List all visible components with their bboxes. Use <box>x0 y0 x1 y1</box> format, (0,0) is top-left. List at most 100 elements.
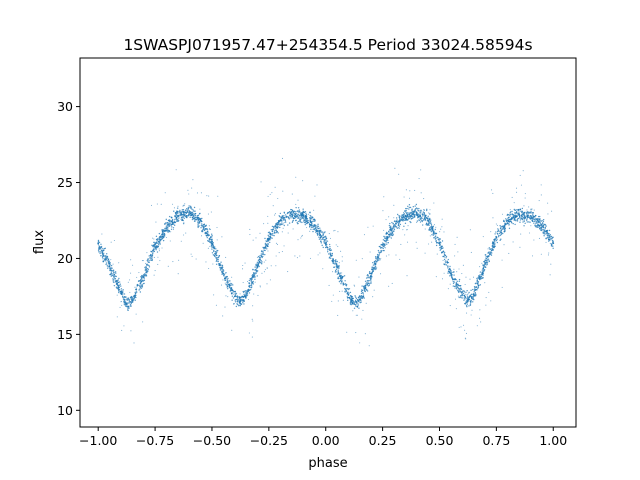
data-point <box>521 207 524 210</box>
outlier-point <box>153 256 155 259</box>
data-point <box>105 263 107 266</box>
outlier-point <box>133 342 135 344</box>
outlier-point <box>119 306 121 308</box>
data-point <box>436 241 439 244</box>
data-point <box>100 245 103 248</box>
data-point <box>323 239 326 241</box>
data-point <box>486 264 488 266</box>
outlier-point <box>518 215 521 217</box>
data-point <box>222 269 225 271</box>
data-point <box>303 221 306 223</box>
data-point <box>154 243 156 245</box>
outlier-point <box>417 215 419 217</box>
curve-point <box>518 213 521 216</box>
data-point <box>544 226 546 229</box>
data-point <box>147 268 150 271</box>
data-point <box>364 290 366 292</box>
outlier-point <box>321 239 323 241</box>
data-point <box>439 249 441 251</box>
data-point <box>362 285 365 288</box>
data-point <box>355 301 358 303</box>
outlier-point <box>157 263 159 266</box>
data-point <box>455 284 457 286</box>
data-point <box>366 273 369 276</box>
data-point <box>414 208 417 210</box>
data-point <box>114 281 117 283</box>
data-point <box>104 260 107 262</box>
data-point <box>512 214 514 216</box>
data-point <box>258 265 260 268</box>
data-point <box>114 275 116 277</box>
data-point <box>166 221 169 224</box>
data-point <box>165 230 168 232</box>
outlier-point <box>157 256 159 258</box>
curve-point <box>233 295 236 298</box>
outlier-point <box>463 324 465 326</box>
data-point <box>517 209 519 211</box>
outlier-point <box>199 208 201 210</box>
data-point <box>374 262 377 265</box>
outlier-point <box>191 255 193 257</box>
data-point <box>117 290 120 292</box>
data-point <box>540 229 543 232</box>
outlier-point <box>501 213 504 215</box>
data-point <box>404 222 407 225</box>
outlier-point <box>429 235 431 237</box>
data-point <box>372 261 374 264</box>
data-point <box>102 248 104 250</box>
data-point <box>391 221 393 224</box>
data-point <box>172 227 175 229</box>
outlier-point <box>545 241 547 243</box>
data-point <box>514 223 516 226</box>
data-point <box>243 299 245 302</box>
data-point <box>220 261 222 263</box>
outlier-point <box>388 254 390 256</box>
outlier-point <box>153 238 155 240</box>
data-point <box>455 278 457 281</box>
data-point <box>151 245 154 247</box>
outlier-point <box>249 233 251 236</box>
data-point <box>548 236 550 239</box>
data-point <box>346 296 349 298</box>
outlier-point <box>329 237 332 239</box>
data-point <box>442 255 444 258</box>
outlier-point <box>386 233 388 235</box>
outlier-point <box>155 221 157 223</box>
data-point <box>368 284 370 287</box>
data-point <box>327 251 329 253</box>
outlier-point <box>295 203 297 205</box>
outlier-point <box>216 226 218 229</box>
data-point <box>377 258 379 260</box>
data-point <box>450 275 453 277</box>
outlier-point <box>479 309 481 311</box>
data-point <box>225 272 227 274</box>
outlier-point <box>116 316 118 318</box>
data-point <box>251 277 253 279</box>
data-point <box>243 303 245 305</box>
data-point <box>492 243 494 245</box>
data-point <box>216 258 218 260</box>
data-point <box>298 215 300 217</box>
data-point <box>100 243 102 245</box>
outlier-point <box>396 219 398 221</box>
data-point <box>181 217 183 219</box>
outlier-point <box>447 288 449 290</box>
outlier-point <box>329 249 331 251</box>
data-point <box>171 217 173 219</box>
outlier-point <box>316 184 318 186</box>
outlier-point <box>187 189 189 191</box>
data-point <box>292 213 294 215</box>
data-point <box>341 280 343 282</box>
data-point <box>471 297 473 299</box>
data-point <box>534 224 536 226</box>
outlier-point <box>399 258 401 260</box>
outlier-point <box>103 260 105 262</box>
outlier-point <box>385 255 387 257</box>
data-point <box>502 225 504 228</box>
data-point <box>499 230 501 233</box>
data-point <box>295 206 297 209</box>
data-point <box>289 215 291 217</box>
data-point <box>146 263 148 265</box>
data-point <box>488 260 490 262</box>
data-point <box>124 301 126 303</box>
